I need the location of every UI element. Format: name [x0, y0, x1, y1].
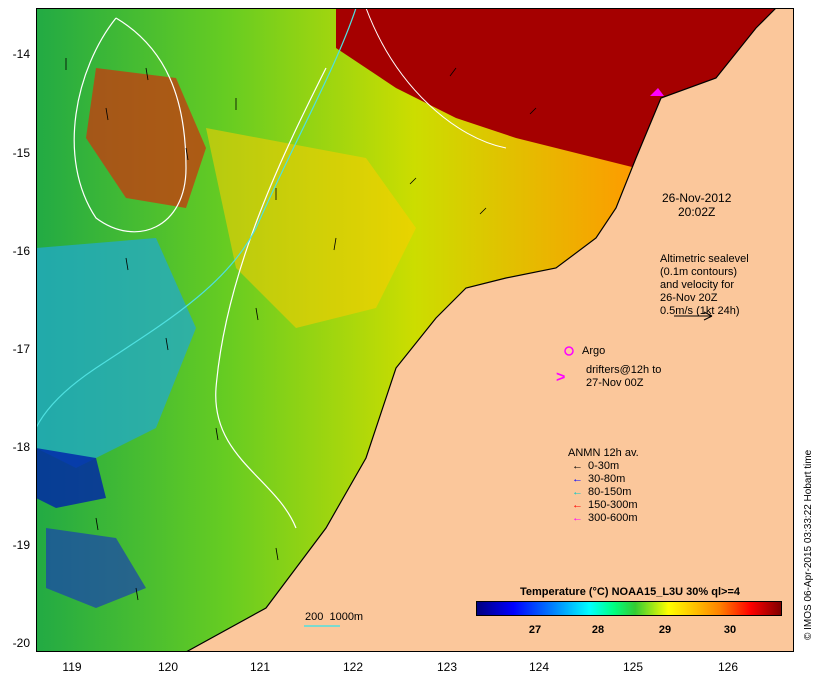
y-tick-label: -18 [12, 440, 30, 454]
y-tick-label: -19 [12, 538, 30, 552]
drifter-marker: > [556, 369, 565, 386]
colorbar-tick: 27 [528, 624, 542, 636]
timestamp-time: 20:02Z [678, 205, 716, 219]
sealevel-contour-3 [365, 8, 507, 149]
colorbar [476, 601, 782, 616]
cold-patch-south [46, 528, 146, 608]
sealevel-contour-2 [215, 67, 327, 529]
drifters-label: drifters@12h to 27-Nov 00Z [586, 364, 662, 389]
map-frame-border [36, 8, 794, 652]
argo-label: Argo [582, 345, 606, 357]
credit-text: © IMOS 06-Apr-2015 03:33:22 Hobart time [803, 449, 814, 640]
colorbar-tick: 30 [723, 624, 737, 636]
y-tick-label: -20 [12, 636, 30, 650]
legend-item: ← 300-600m [572, 512, 638, 524]
scale-arrow-head [703, 311, 713, 321]
y-tick-label: -15 [12, 146, 30, 160]
x-tick-label: 125 [622, 660, 644, 674]
legend-item: ← 0-30m [572, 460, 620, 472]
velocity-arrows [65, 58, 537, 601]
colorbar-title: Temperature (°C) NOAA15_L3U 30% ql>=4 [520, 586, 740, 598]
anmn-legend-title: ANMN 12h av. [568, 447, 639, 459]
legend-item: ← 80-150m [572, 486, 632, 498]
isobath-contour [36, 8, 357, 429]
mid-water-region [206, 128, 416, 328]
colorbar-tick: 29 [658, 624, 672, 636]
anmn-mooring-marker [650, 88, 664, 96]
timestamp-date: 26-Nov-2012 [662, 191, 732, 205]
isobath-label: 200 1000m [305, 611, 364, 623]
y-tick-label: -14 [12, 47, 30, 61]
y-tick-label: -16 [12, 244, 30, 258]
x-tick-label: 126 [717, 660, 739, 674]
x-tick-label: 122 [342, 660, 364, 674]
land [185, 8, 794, 652]
map-canvas: > [36, 8, 794, 652]
x-tick-label: 123 [436, 660, 458, 674]
x-tick-label: 121 [249, 660, 271, 674]
altimetric-note: Altimetric sealevel (0.1m contours) and … [660, 253, 749, 317]
x-tick-label: 124 [528, 660, 550, 674]
sealevel-contour [73, 17, 187, 233]
sst-map: > [36, 8, 794, 652]
cool-water-region [36, 238, 196, 468]
x-tick-label: 119 [62, 660, 82, 674]
legend-item: ← 150-300m [572, 499, 638, 511]
cold-patch [36, 448, 106, 508]
warm-eddy [86, 68, 206, 208]
colorbar-tick: 28 [591, 624, 605, 636]
argo-marker [564, 346, 574, 356]
legend-item: ← 30-80m [572, 473, 626, 485]
x-tick-label: 120 [157, 660, 179, 674]
y-tick-label: -17 [12, 342, 30, 356]
